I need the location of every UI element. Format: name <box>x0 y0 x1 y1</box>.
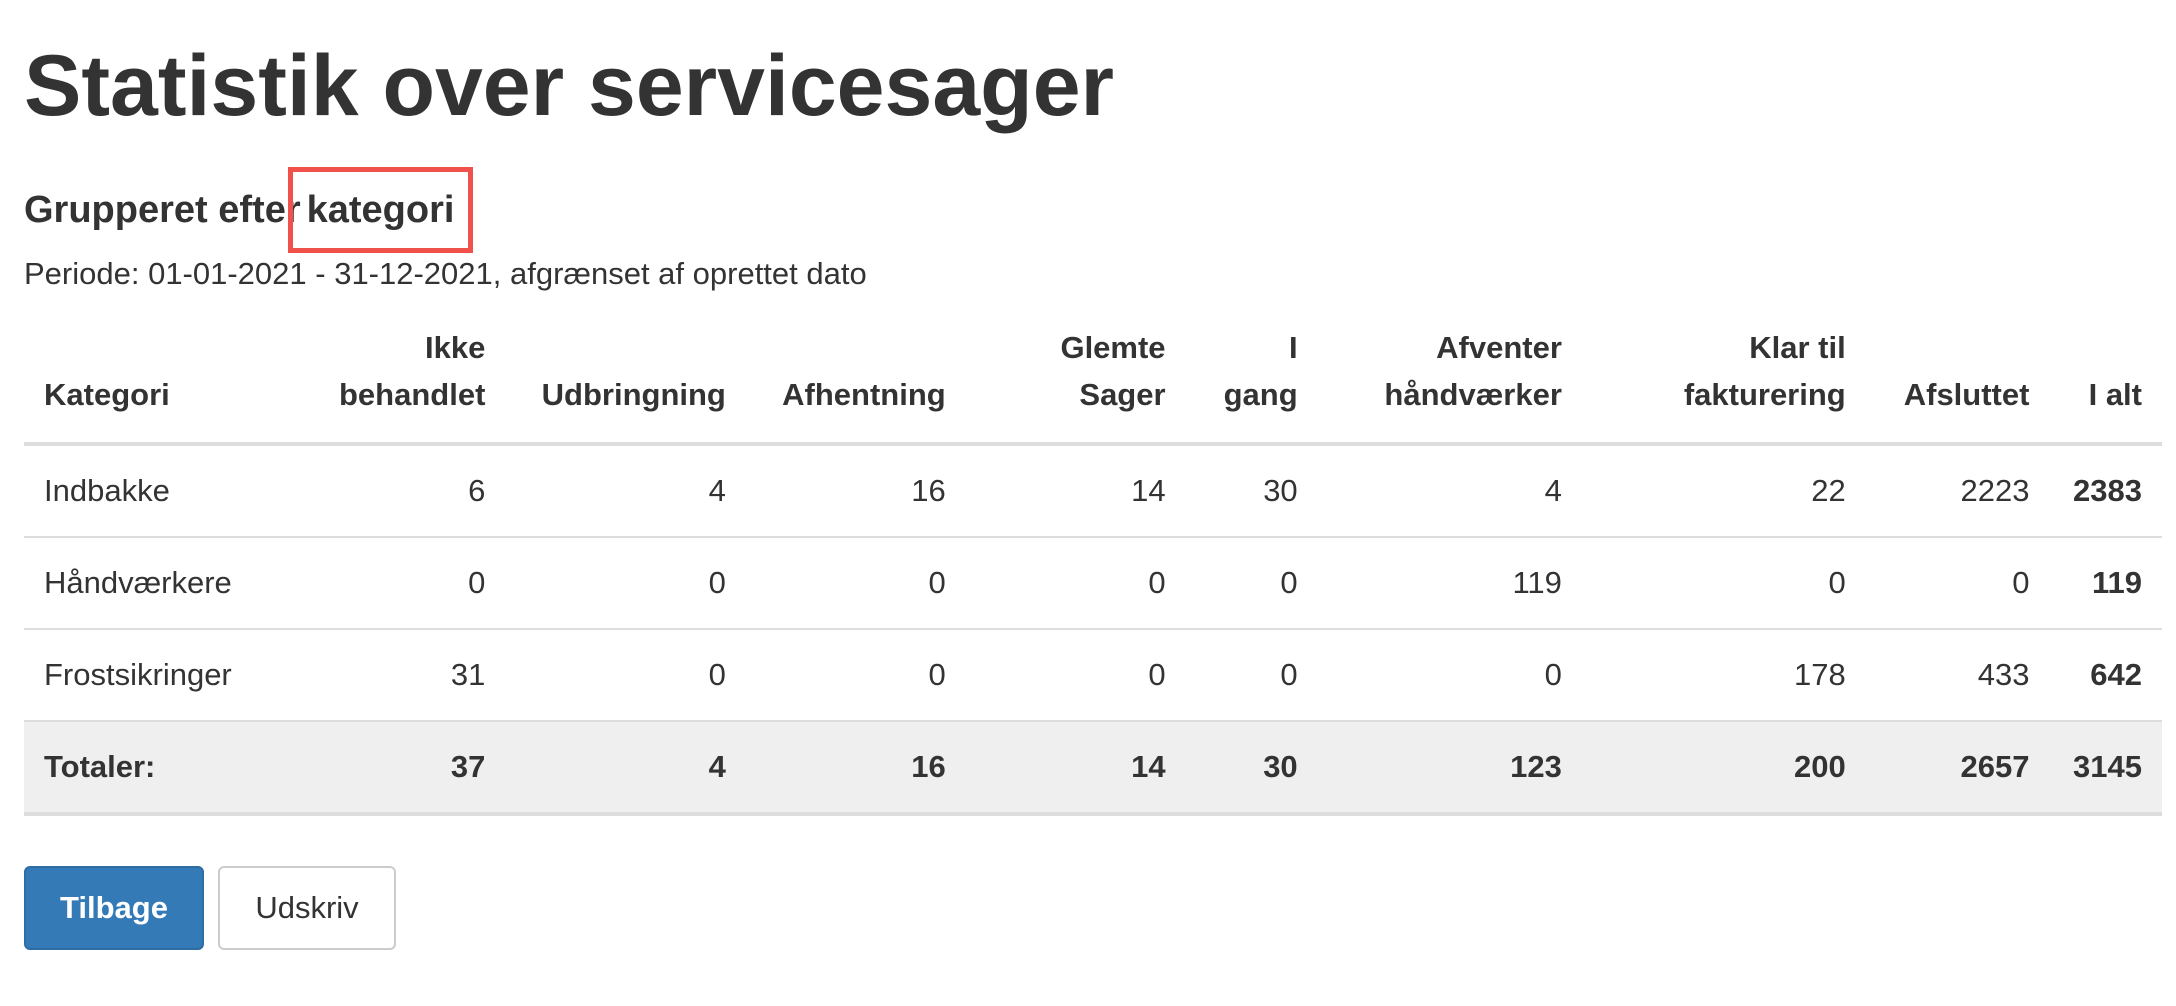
header-afsluttet: Afsluttet <box>1865 310 2050 446</box>
totals-cell: 2657 <box>1865 720 2050 816</box>
table-cell: 0 <box>965 536 1186 629</box>
totals-cell: 4 <box>505 720 746 816</box>
table-cell: 31 <box>313 628 506 721</box>
statistics-table: Kategori Ikke behandlet Udbringning Afhen… <box>24 310 2162 816</box>
subtitle-prefix: Grupperet efter <box>24 189 301 231</box>
header-kategori: Kategori <box>24 310 313 446</box>
row-category: Håndværkere <box>24 536 313 629</box>
table-cell: 0 <box>1185 628 1318 721</box>
table-header-row: Kategori Ikke behandlet Udbringning Afhen… <box>24 310 2162 446</box>
table-cell: 4 <box>505 443 746 537</box>
period-text: Periode: 01-01-2021 - 31-12-2021, afgræn… <box>24 256 867 291</box>
header-afventer-haandvaerker: Afventer håndværker <box>1317 310 1582 446</box>
totals-row: Totaler: 37 4 16 14 30 123 200 2657 3145 <box>24 720 2162 816</box>
table-cell: 433 <box>1865 628 2050 721</box>
header-ikke-behandlet: Ikke behandlet <box>313 310 506 446</box>
table-cell: 0 <box>965 628 1186 721</box>
action-buttons: Tilbage Udskriv <box>24 866 396 950</box>
totals-cell: 14 <box>965 720 1186 816</box>
table-cell: 0 <box>1317 628 1582 721</box>
print-button[interactable]: Udskriv <box>218 866 396 950</box>
table-cell: 14 <box>965 443 1186 537</box>
table-row: Håndværkere 0 0 0 0 0 119 0 0 119 <box>24 536 2162 629</box>
table-cell: 0 <box>1581 536 1866 629</box>
table-cell: 0 <box>745 536 966 629</box>
totals-cell: 123 <box>1317 720 1582 816</box>
table-cell: 0 <box>1185 536 1318 629</box>
grouping-value-highlight: kategori <box>287 167 474 253</box>
table-cell: 0 <box>505 536 746 629</box>
row-total: 119 <box>2049 536 2162 629</box>
row-category: Indbakke <box>24 443 313 537</box>
table-row: Indbakke 6 4 16 14 30 4 22 2223 2383 <box>24 443 2162 537</box>
table-cell: 0 <box>313 536 506 629</box>
table-cell: 16 <box>745 443 966 537</box>
header-glemte-sager: Glemte Sager <box>965 310 1186 446</box>
row-total: 2383 <box>2049 443 2162 537</box>
grouping-subtitle: Grupperet efter kategori <box>24 167 474 253</box>
table-cell: 30 <box>1185 443 1318 537</box>
back-button[interactable]: Tilbage <box>24 866 204 950</box>
table-cell: 119 <box>1317 536 1582 629</box>
totals-cell: 37 <box>313 720 506 816</box>
table-cell: 2223 <box>1865 443 2050 537</box>
header-udbringning: Udbringning <box>505 310 746 446</box>
table-cell: 22 <box>1581 443 1866 537</box>
table-cell: 0 <box>745 628 966 721</box>
table-cell: 6 <box>313 443 506 537</box>
table-cell: 178 <box>1581 628 1866 721</box>
header-i-alt: I alt <box>2049 310 2162 446</box>
totals-cell: 16 <box>745 720 966 816</box>
row-total: 642 <box>2049 628 2162 721</box>
header-klar-til-fakturering: Klar til fakturering <box>1581 310 1866 446</box>
table-row: Frostsikringer 31 0 0 0 0 0 178 433 642 <box>24 628 2162 721</box>
page-title: Statistik over servicesager <box>24 38 1114 134</box>
table-cell: 0 <box>1865 536 2050 629</box>
row-category: Frostsikringer <box>24 628 313 721</box>
totals-cell: 200 <box>1581 720 1866 816</box>
totals-cell: 30 <box>1185 720 1318 816</box>
grand-total: 3145 <box>2049 720 2162 816</box>
table-cell: 0 <box>505 628 746 721</box>
totals-label: Totaler: <box>24 720 313 816</box>
header-afhentning: Afhentning <box>745 310 966 446</box>
table-cell: 4 <box>1317 443 1582 537</box>
